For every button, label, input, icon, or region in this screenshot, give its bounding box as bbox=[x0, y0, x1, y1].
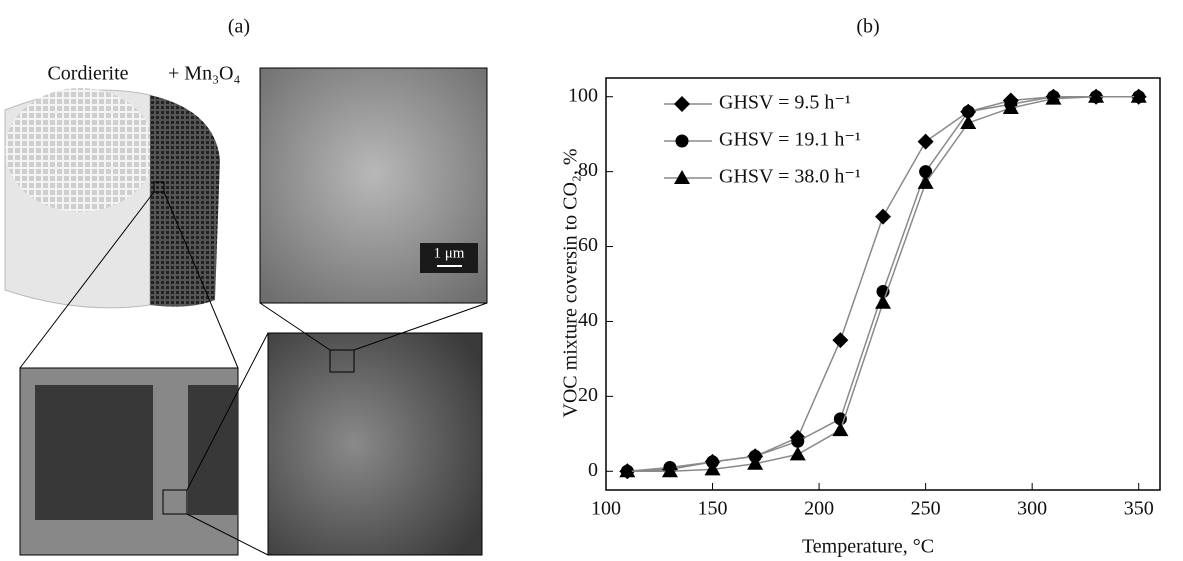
figure: (a) Cordierite + Mn₃O₄ 1 μm (b) Temperat… bbox=[0, 0, 1183, 561]
y-tick-label: 40 bbox=[578, 309, 598, 331]
marker bbox=[918, 134, 934, 150]
legend-marker bbox=[674, 170, 690, 184]
legend-label: GHSV = 38.0 h⁻¹ bbox=[719, 166, 861, 188]
coating-label: + Mn₃O₄ bbox=[168, 63, 240, 85]
legend-marker bbox=[674, 96, 690, 112]
sem-image bbox=[268, 333, 482, 555]
x-tick-label: 300 bbox=[1017, 498, 1047, 520]
legend-label: GHSV = 19.1 h⁻¹ bbox=[719, 129, 861, 151]
channel bbox=[188, 385, 238, 515]
y-tick-label: 0 bbox=[588, 459, 598, 481]
channel bbox=[35, 385, 153, 520]
series-line bbox=[627, 97, 1138, 472]
marker bbox=[832, 332, 848, 348]
y-tick-label: 80 bbox=[578, 159, 598, 181]
x-tick-label: 100 bbox=[591, 498, 621, 520]
x-tick-label: 350 bbox=[1124, 498, 1154, 520]
x-tick-label: 200 bbox=[804, 498, 834, 520]
y-tick-label: 60 bbox=[578, 234, 598, 256]
legend-label: GHSV = 9.5 h⁻¹ bbox=[719, 92, 851, 114]
page: (a) Cordierite + Mn₃O₄ 1 μm (b) Temperat… bbox=[0, 0, 1183, 561]
plot-frame bbox=[606, 78, 1160, 490]
x-axis-label: Temperature, °C bbox=[802, 536, 934, 558]
marker bbox=[875, 209, 891, 225]
panel-label: (a) bbox=[228, 16, 250, 38]
y-tick-label: 20 bbox=[578, 384, 598, 406]
marker bbox=[790, 446, 806, 460]
marker bbox=[960, 115, 976, 129]
marker bbox=[832, 422, 848, 436]
y-axis-label: VOC mixture coversin to CO₂, % bbox=[560, 148, 582, 417]
marker bbox=[791, 435, 804, 448]
series-line bbox=[627, 97, 1138, 472]
legend-marker bbox=[676, 135, 689, 148]
substrate-label: Cordierite bbox=[47, 63, 128, 85]
chart-title: (b) bbox=[856, 16, 879, 38]
marker bbox=[918, 175, 934, 189]
coated-half bbox=[150, 95, 220, 307]
x-tick-label: 250 bbox=[911, 498, 941, 520]
x-tick-label: 150 bbox=[698, 498, 728, 520]
marker bbox=[875, 295, 891, 309]
y-tick-label: 100 bbox=[568, 84, 598, 106]
series-line bbox=[627, 97, 1138, 472]
monolith-top bbox=[5, 88, 155, 212]
scale-label: 1 μm bbox=[434, 245, 465, 261]
panel-a: (a) Cordierite + Mn₃O₄ 1 μm bbox=[5, 16, 487, 555]
